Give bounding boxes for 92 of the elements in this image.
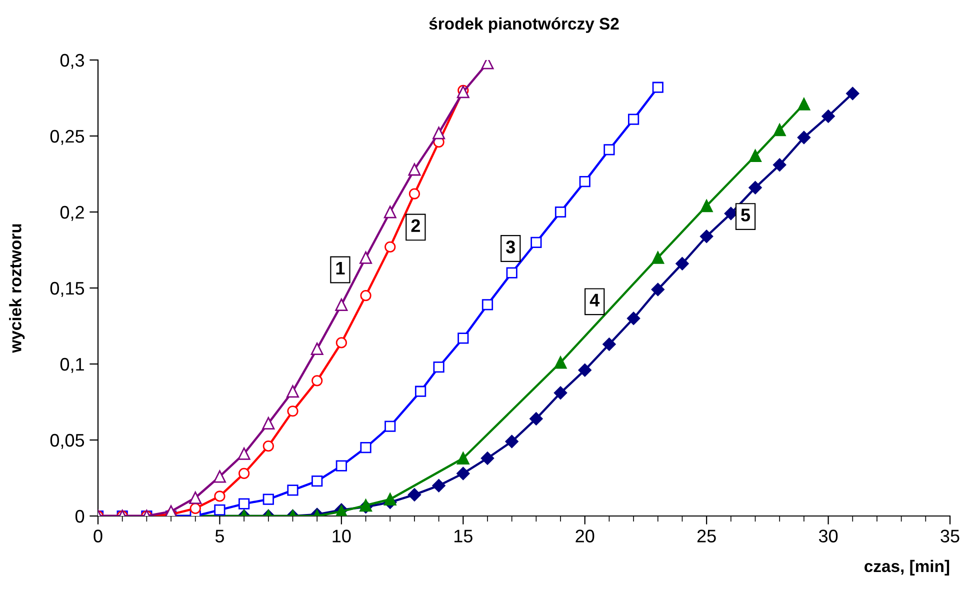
- y-tick-label: 0,25: [50, 130, 84, 145]
- point: [458, 332, 469, 344]
- y-axis-title: wyciek roztworu: [9, 224, 25, 353]
- x-tick-label: 15: [454, 530, 472, 542]
- point: [456, 86, 470, 98]
- point: [214, 490, 226, 502]
- point: [456, 452, 470, 464]
- point: [554, 356, 567, 369]
- point: [749, 150, 762, 162]
- point: [798, 98, 810, 110]
- point: [700, 230, 714, 243]
- point: [262, 417, 275, 430]
- point: [700, 200, 713, 212]
- point: [312, 475, 323, 487]
- point: [384, 206, 396, 218]
- point: [433, 361, 444, 373]
- point: [360, 442, 372, 454]
- point: [164, 505, 178, 516]
- point: [384, 420, 396, 432]
- point: [408, 188, 420, 200]
- point: [286, 385, 299, 398]
- point: [287, 484, 298, 496]
- point: [578, 363, 592, 377]
- point: [628, 114, 640, 125]
- y-tick-label: 0: [75, 510, 84, 523]
- series-label: 4: [590, 294, 600, 306]
- point: [480, 452, 494, 465]
- point: [189, 492, 202, 504]
- point: [456, 466, 470, 480]
- point: [213, 470, 226, 483]
- point: [554, 386, 568, 400]
- point: [432, 126, 446, 140]
- point: [238, 498, 250, 510]
- point: [797, 130, 811, 144]
- series-label: 5: [741, 208, 750, 222]
- point: [604, 144, 615, 156]
- x-tick-label: 5: [215, 530, 224, 542]
- series-label: 2: [411, 219, 420, 232]
- point: [384, 493, 396, 506]
- point: [482, 299, 494, 310]
- point: [676, 257, 689, 270]
- point: [384, 241, 396, 253]
- x-tick-label: 10: [332, 530, 351, 542]
- point: [414, 386, 426, 397]
- point: [554, 206, 566, 218]
- point: [530, 236, 542, 248]
- point: [822, 110, 835, 123]
- point: [652, 251, 664, 264]
- point: [335, 298, 348, 311]
- x-tick-label: 0: [94, 530, 102, 542]
- x-tick-label: 25: [697, 530, 716, 542]
- x-tick-label: 35: [940, 530, 960, 542]
- point: [432, 479, 446, 492]
- point: [336, 460, 347, 472]
- point: [651, 282, 664, 296]
- point: [773, 158, 786, 172]
- point: [238, 468, 250, 479]
- chart-title: środek pianotwórczy S2: [429, 17, 619, 33]
- point: [214, 504, 226, 516]
- point: [773, 124, 786, 136]
- point: [602, 338, 616, 351]
- x-tick-label: 20: [576, 530, 594, 542]
- point: [190, 502, 201, 514]
- point: [530, 412, 543, 426]
- y-tick-label: 0,1: [60, 358, 84, 373]
- series-label: 1: [336, 262, 345, 274]
- y-tick-label: 0,2: [60, 206, 84, 221]
- point: [408, 163, 421, 176]
- point: [724, 206, 738, 220]
- point: [360, 251, 372, 264]
- point: [312, 375, 323, 386]
- x-tick-label: 30: [818, 530, 838, 542]
- series-label: 3: [506, 240, 515, 254]
- point: [505, 434, 518, 448]
- point: [262, 494, 274, 505]
- point: [652, 82, 664, 93]
- y-tick-label: 0,15: [50, 282, 84, 297]
- y-tick-label: 0,05: [50, 434, 84, 449]
- x-axis-title: czas, [min]: [864, 560, 950, 576]
- point: [360, 290, 372, 302]
- point: [287, 406, 298, 417]
- point: [506, 267, 518, 278]
- point: [336, 337, 347, 348]
- y-tick-label: 0,3: [60, 54, 84, 69]
- point: [748, 181, 762, 194]
- point: [846, 86, 860, 100]
- point: [238, 447, 250, 460]
- point: [579, 176, 590, 188]
- point: [408, 488, 422, 502]
- point: [626, 312, 640, 325]
- point: [310, 342, 324, 356]
- point: [262, 440, 274, 452]
